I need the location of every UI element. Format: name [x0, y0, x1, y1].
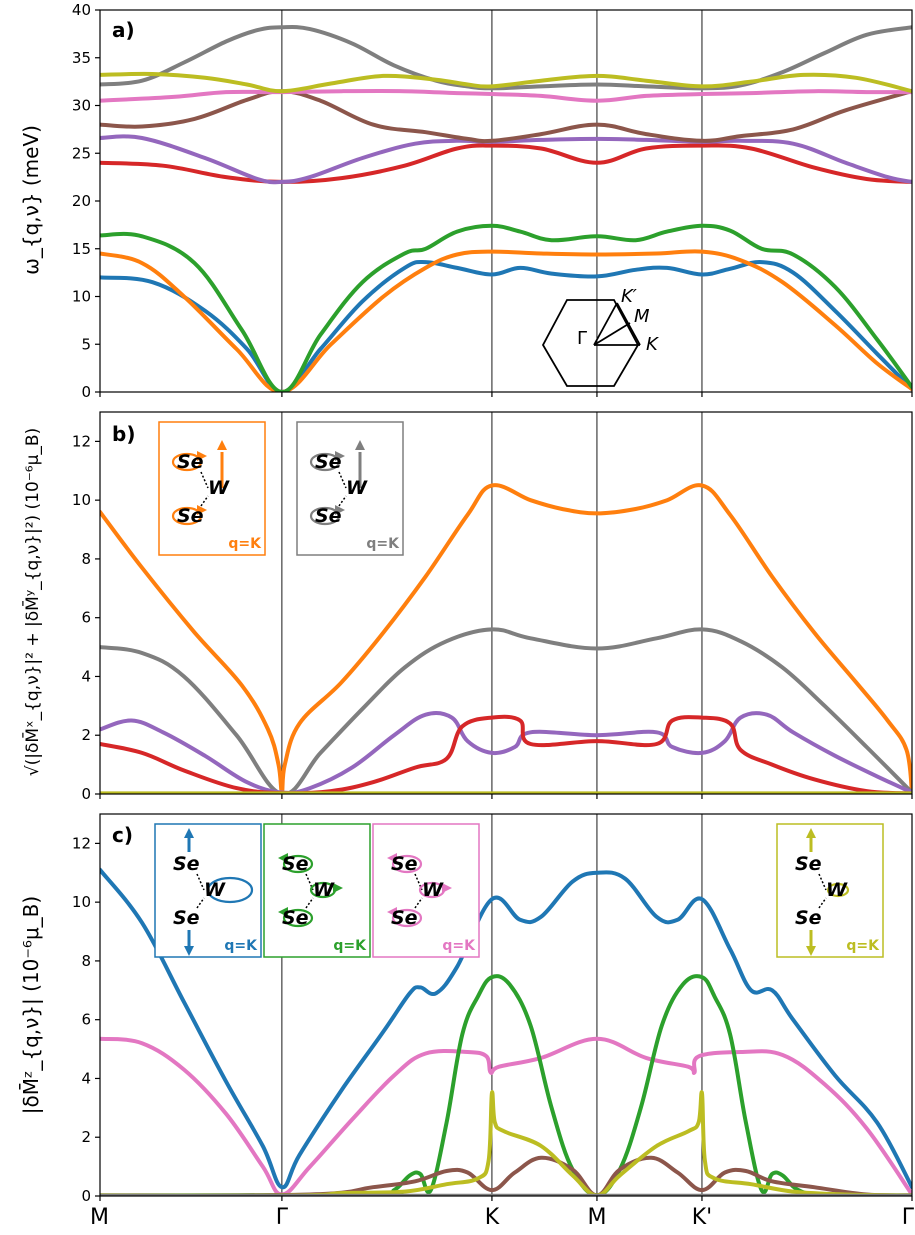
- bz-label-kprime: K′: [621, 286, 637, 307]
- series-line-2: [100, 223, 912, 392]
- atom-label-se-top: Se: [315, 451, 342, 473]
- q-label: q=K: [366, 536, 400, 552]
- atom-label-se-bottom: Se: [282, 907, 309, 929]
- brillouin-zone-inset: Γ K K′ M: [541, 286, 659, 387]
- atom-label-se-top: Se: [173, 853, 200, 875]
- atom-label-se-top: Se: [795, 853, 822, 875]
- q-label: q=K: [228, 536, 262, 552]
- series-line-1: [100, 627, 912, 794]
- panel-b-label: b): [112, 422, 135, 446]
- atom-label-w: W: [204, 879, 226, 901]
- series-line-8: [100, 71, 912, 94]
- x-tick-label: M: [90, 1205, 109, 1230]
- series-line-2: [100, 710, 912, 794]
- y-tick-label: 6: [81, 609, 91, 627]
- y-tick-label: 20: [72, 192, 91, 210]
- series-group: [100, 24, 912, 392]
- x-tick-label: Γ: [902, 1205, 915, 1230]
- y-tick-label: 10: [72, 288, 91, 306]
- x-axis-tick-labels: M Γ K M K' Γ: [90, 1205, 915, 1230]
- y-tick-label: 8: [81, 550, 91, 568]
- x-tick-label: K: [485, 1205, 500, 1230]
- atom-label-w: W: [422, 879, 444, 901]
- panel-a-ylabel: ω_{q,ν} (meV): [19, 125, 43, 275]
- series-line-5: [100, 89, 912, 144]
- y-tick-label: 0: [81, 1187, 91, 1205]
- atom-label-se-top: Se: [282, 853, 309, 875]
- series-line-6: [100, 88, 912, 103]
- panel-c-ylabel: |δM̄ᶻ_{q,ν}| (10⁻⁶μ_B): [18, 896, 43, 1114]
- atom-label-se-bottom: Se: [173, 907, 200, 929]
- series-line-2: [100, 974, 912, 1196]
- series-line-0: [100, 867, 912, 1190]
- y-tick-label: 15: [72, 240, 91, 258]
- bz-label-m: M: [634, 306, 650, 327]
- series-line-1: [100, 1036, 912, 1196]
- atom-label-se-bottom: Se: [391, 907, 418, 929]
- bz-path-kkp: [616, 302, 641, 346]
- mode-insets: SeWSeq=KSeWSeq=KSeWSeq=KSeWSeq=KSeWSeq=K…: [154, 421, 884, 958]
- series-line-3: [100, 143, 912, 184]
- bz-label-gamma: Γ: [577, 328, 587, 349]
- q-label: q=K: [224, 938, 258, 954]
- atom-label-w: W: [313, 879, 335, 901]
- atom-label-se-bottom: Se: [315, 505, 342, 527]
- atom-label-w: W: [346, 477, 368, 499]
- y-tick-label: 12: [72, 834, 91, 852]
- bz-hexagon: [541, 299, 640, 387]
- series-line-0: [100, 483, 912, 794]
- y-tick-label: 0: [81, 383, 91, 401]
- y-tick-label: 10: [72, 491, 91, 509]
- atom-label-se-bottom: Se: [177, 505, 204, 527]
- y-tick-label: 2: [81, 726, 91, 744]
- panel-c-label: c): [112, 823, 133, 847]
- y-tick-label: 25: [72, 144, 91, 162]
- panel-b-ylabel: √(|δM̄ˣ_{q,ν}|² + |δM̄ʸ_{q,ν}|²) (10⁻⁶μ_…: [21, 428, 43, 776]
- q-label: q=K: [442, 938, 476, 954]
- y-tick-label: 2: [81, 1128, 91, 1146]
- panels: 0 5 10 15 20 25 30 35 40 0 2 4 6 8 10 12 0 2 4 6 8 10 12: [72, 1, 913, 1205]
- y-tick-label: 4: [81, 1069, 91, 1087]
- x-tick-label: M: [587, 1205, 606, 1230]
- y-tick-label: 0: [81, 785, 91, 803]
- bz-label-k: K: [646, 334, 659, 355]
- y-tick-label: 8: [81, 952, 91, 970]
- axes-frame: [99, 411, 913, 795]
- atom-label-se-bottom: Se: [795, 907, 822, 929]
- axes-frame: [99, 813, 913, 1197]
- panel-a-label: a): [112, 18, 135, 42]
- bz-path-gkp: [593, 302, 618, 346]
- y-tick-label: 5: [81, 335, 91, 353]
- q-label: q=K: [846, 938, 880, 954]
- y-tick-label: 4: [81, 667, 91, 685]
- bz-path-gm: [593, 322, 631, 346]
- atom-label-w: W: [826, 879, 848, 901]
- atom-label-se-top: Se: [177, 451, 204, 473]
- y-tick-label: 6: [81, 1011, 91, 1029]
- x-tick-label: Γ: [276, 1205, 289, 1230]
- atom-label-se-top: Se: [391, 853, 418, 875]
- y-tick-label: 35: [72, 49, 91, 67]
- x-tick-label: K': [692, 1205, 712, 1230]
- atom-label-w: W: [208, 477, 230, 499]
- y-tick-label: 10: [72, 893, 91, 911]
- q-label: q=K: [333, 938, 367, 954]
- panel-b: 0 2 4 6 8 10 12: [72, 411, 913, 803]
- panel-a: 0 5 10 15 20 25 30 35 40: [72, 1, 913, 401]
- series-line-4: [100, 1090, 912, 1196]
- y-tick-label: 12: [72, 432, 91, 450]
- series-line-0: [100, 260, 912, 392]
- panel-c: 0 2 4 6 8 10 12: [72, 813, 913, 1205]
- series-line-1: [100, 249, 912, 392]
- y-tick-label: 30: [72, 97, 91, 115]
- y-tick-label: 40: [72, 1, 91, 19]
